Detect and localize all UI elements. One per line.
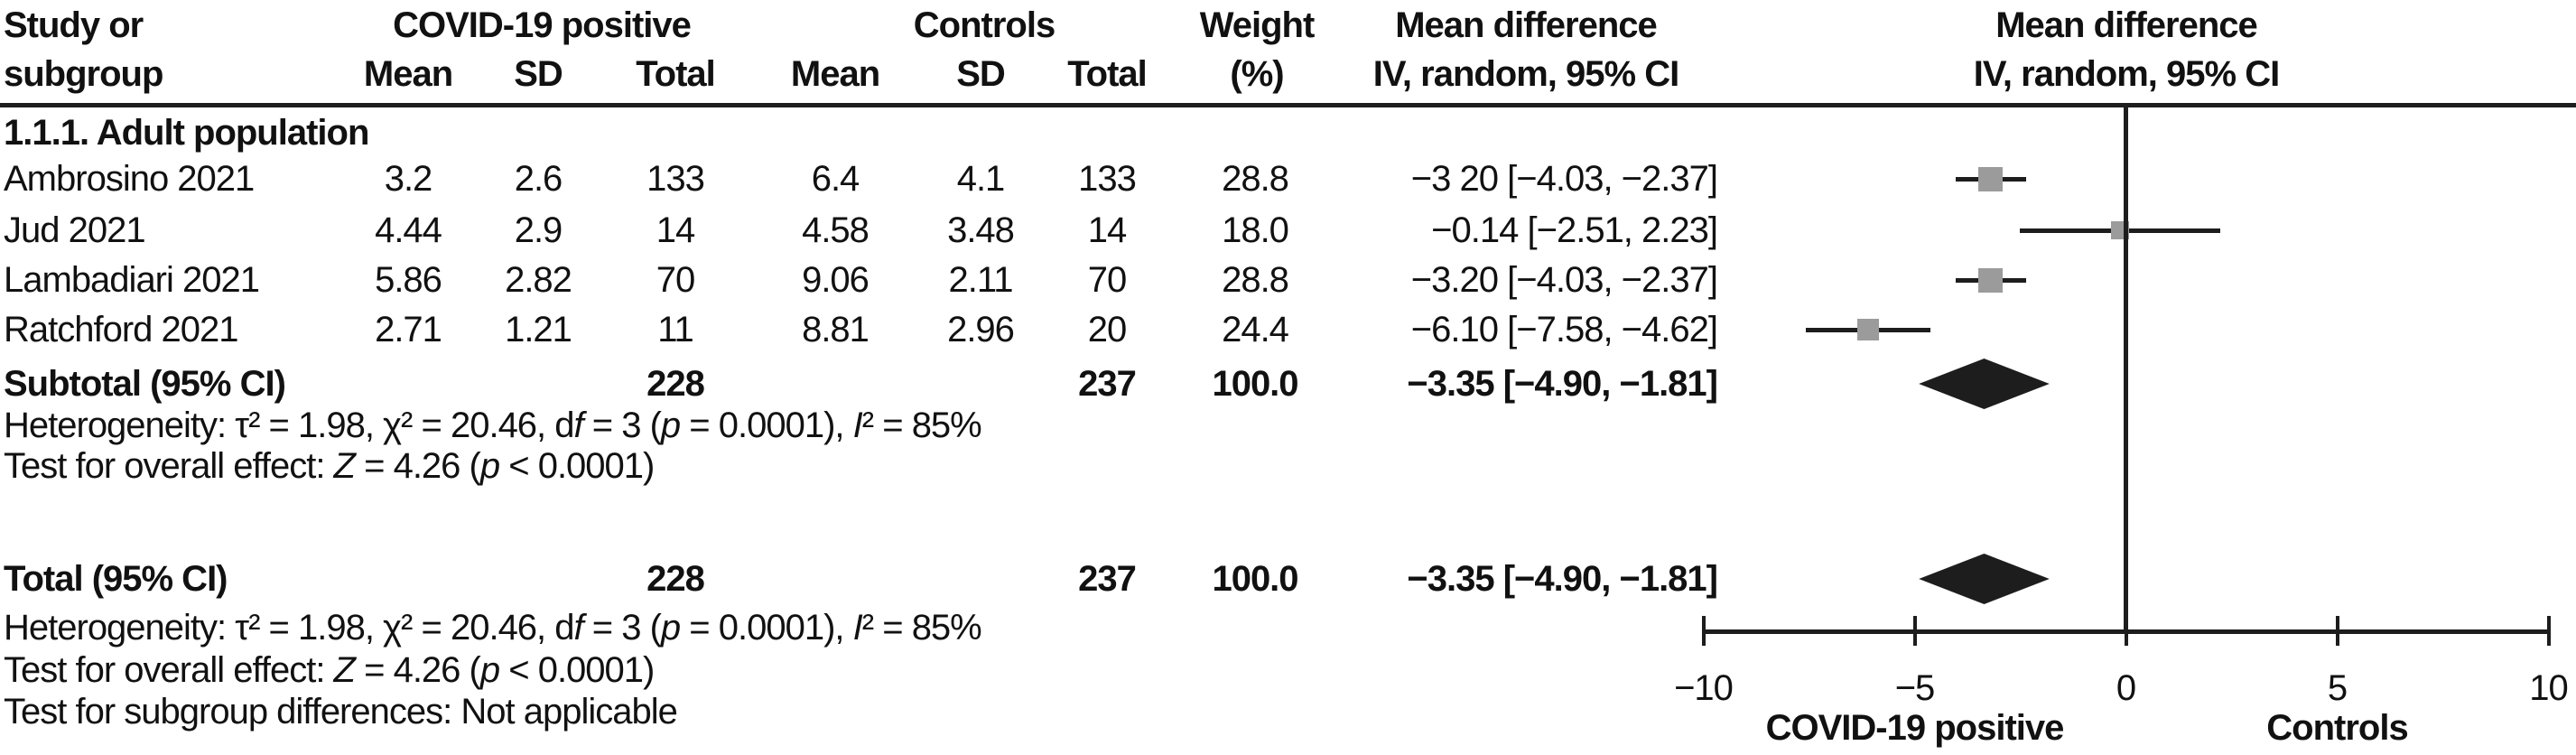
ctrl-sd-value: 2.96 [947, 310, 1015, 350]
header-md-line1: Mean difference [1395, 5, 1658, 45]
weight-value: 18.0 [1222, 210, 1289, 250]
study-name: Jud 2021 [4, 210, 146, 250]
effect-square [1978, 166, 2004, 191]
tick-mark [1912, 616, 1917, 646]
tick-label: 0 [2116, 668, 2136, 708]
exp-total-value: 14 [656, 210, 695, 250]
total-md-ci-text: −3.35 [−4.90, −1.81] [1407, 559, 1718, 599]
ctrl-mean-value: 6.4 [811, 159, 860, 199]
subtotal-weight: 100.0 [1212, 364, 1298, 404]
study-name: Ratchford 2021 [4, 310, 239, 350]
header-plot-md-line1: Mean difference [1995, 5, 2258, 45]
subtotal-ctrl-total: 237 [1078, 364, 1137, 404]
total-diamond [1919, 554, 2050, 604]
md-ci-text: −3.20 [−4.03, −2.37] [1410, 260, 1718, 300]
zero-line [2124, 107, 2128, 633]
ctrl-mean-value: 4.58 [802, 210, 870, 250]
weight-value: 28.8 [1222, 159, 1289, 199]
header-plot-md-line2: IV, random, 95% CI [1973, 54, 2280, 94]
subtotal-diamond [1919, 359, 2050, 409]
md-ci-text: −3 20 [−4.03, −2.37] [1410, 159, 1718, 199]
weight-value: 28.8 [1222, 260, 1289, 300]
effect-square [1857, 319, 1880, 340]
exp-mean-value: 2.71 [375, 310, 442, 350]
ctrl-sd-value: 4.1 [956, 159, 1006, 199]
tick-mark [2124, 616, 2128, 646]
ctrl-sd-value: 3.48 [947, 210, 1015, 250]
exp-sd-value: 2.82 [505, 260, 572, 300]
exp-mean-value: 3.2 [384, 159, 433, 199]
axis-label-right: Controls [2266, 708, 2408, 748]
ctrl-sd-value: 2.11 [948, 260, 1014, 300]
exp-total-value: 70 [656, 260, 695, 300]
header-weight-line2: (%) [1230, 54, 1284, 94]
ctrl-total-value: 20 [1087, 310, 1127, 350]
weight-value: 24.4 [1222, 310, 1289, 350]
exp-mean-value: 5.86 [375, 260, 442, 300]
ctrl-total-value: 70 [1087, 260, 1127, 300]
ctrl-total-value: 14 [1087, 210, 1127, 250]
tick-mark [1701, 616, 1706, 646]
subgroup-section-label: 1.1.1. Adult population [4, 113, 369, 153]
header-ctrl-total: Total [1067, 54, 1148, 94]
exp-total-value: 133 [646, 159, 705, 199]
tick-label: 5 [2327, 668, 2348, 708]
tick-mark [2546, 616, 2551, 646]
header-study-line2: subgroup [4, 54, 163, 94]
exp-mean-value: 4.44 [375, 210, 442, 250]
header-group-control: Controls [913, 5, 1056, 45]
subtotal-md-ci-text: −3.35 [−4.90, −1.81] [1407, 364, 1718, 404]
subgroup-differences-text: Test for subgroup differences: Not appli… [4, 692, 678, 732]
total-weight: 100.0 [1212, 559, 1298, 599]
effect-square [1978, 267, 2004, 293]
tick-label: −5 [1894, 668, 1936, 708]
header-weight-line1: Weight [1199, 5, 1316, 45]
study-name: Ambrosino 2021 [4, 159, 255, 199]
subtotal-exp-total: 228 [646, 364, 705, 404]
header-exp-mean: Mean [363, 54, 453, 94]
header-group-experimental: COVID-19 positive [393, 5, 692, 45]
study-name: Lambadiari 2021 [4, 260, 260, 300]
tick-label: 10 [2529, 668, 2568, 708]
subtotal-overall-effect-text: Test for overall effect: Z = 4.26 (p < 0… [4, 446, 655, 486]
md-ci-text: −6.10 [−7.58, −4.62] [1410, 310, 1718, 350]
header-ctrl-sd: SD [956, 54, 1006, 94]
exp-sd-value: 2.9 [514, 210, 563, 250]
header-exp-sd: SD [514, 54, 563, 94]
total-heterogeneity-text: Heterogeneity: τ² = 1.98, χ² = 20.46, df… [4, 608, 982, 648]
tick-mark [2335, 616, 2339, 646]
header-exp-total: Total [636, 54, 716, 94]
exp-total-value: 11 [657, 310, 694, 350]
ctrl-mean-value: 9.06 [802, 260, 870, 300]
ctrl-total-value: 133 [1078, 159, 1137, 199]
header-study-line1: Study or [4, 5, 144, 45]
ctrl-mean-value: 8.81 [802, 310, 870, 350]
subtotal-label: Subtotal (95% CI) [4, 364, 286, 404]
header-ctrl-mean: Mean [790, 54, 880, 94]
header-divider-rule [0, 103, 2576, 107]
header-md-line2: IV, random, 95% CI [1372, 54, 1679, 94]
exp-sd-value: 1.21 [505, 310, 572, 350]
total-label: Total (95% CI) [4, 559, 228, 599]
total-overall-effect-text: Test for overall effect: Z = 4.26 (p < 0… [4, 650, 655, 690]
axis-label-left: COVID-19 positive [1765, 708, 2065, 748]
tick-label: −10 [1674, 668, 1734, 708]
md-ci-text: −0.14 [−2.51, 2.23] [1431, 210, 1718, 250]
exp-sd-value: 2.6 [514, 159, 563, 199]
subtotal-heterogeneity-text: Heterogeneity: τ² = 1.98, χ² = 20.46, df… [4, 405, 982, 445]
total-ctrl-total: 237 [1078, 559, 1137, 599]
total-exp-total: 228 [646, 559, 705, 599]
